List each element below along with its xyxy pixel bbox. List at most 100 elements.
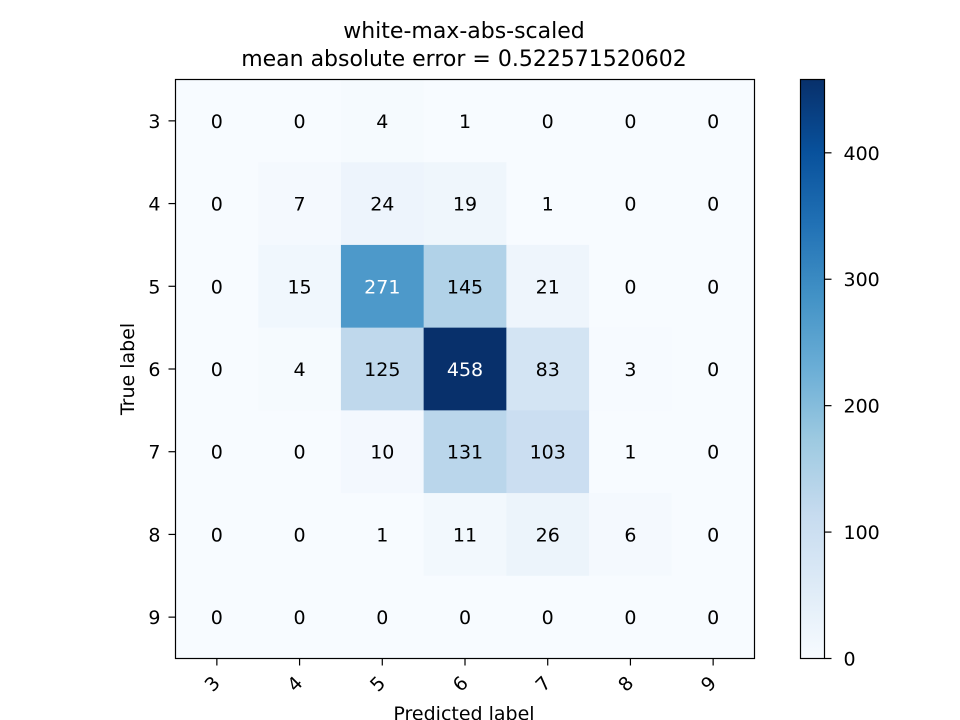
cell-value-label: 1 xyxy=(376,524,388,546)
cell-value-label: 0 xyxy=(211,607,223,629)
y-tick-label: 7 xyxy=(148,442,160,464)
cell-value-label: 0 xyxy=(707,111,719,133)
cell-value-label: 0 xyxy=(376,607,388,629)
heatmap-cell xyxy=(258,162,342,246)
heatmap-cell xyxy=(506,327,590,411)
cell-value-label: 125 xyxy=(364,359,400,381)
cell-value-label: 458 xyxy=(447,359,483,381)
heatmap-cell xyxy=(175,327,259,411)
cell-value-label: 11 xyxy=(453,524,477,546)
heatmap-cell xyxy=(340,79,425,163)
heatmap-cell xyxy=(506,162,590,246)
heatmap-cell xyxy=(589,410,673,494)
cell-value-label: 21 xyxy=(536,276,560,298)
heatmap-cell xyxy=(340,410,425,494)
x-tick-label: 3 xyxy=(201,672,225,696)
heatmap-cell xyxy=(258,575,342,659)
cell-value-label: 0 xyxy=(624,194,636,216)
cell-value-label: 0 xyxy=(707,442,719,464)
y-tick-label: 8 xyxy=(148,524,160,546)
y-tick-label: 3 xyxy=(148,111,160,133)
cell-value-label: 4 xyxy=(294,359,306,381)
cell-value-label: 0 xyxy=(624,111,636,133)
heatmap-cell xyxy=(589,493,673,577)
heatmap-cell xyxy=(423,327,507,411)
heatmap-cell xyxy=(175,244,259,329)
heatmap-cell xyxy=(589,575,673,659)
heatmap-cell xyxy=(175,575,259,659)
cell-value-label: 26 xyxy=(536,524,560,546)
cell-value-label: 24 xyxy=(370,194,394,216)
cell-value-label: 0 xyxy=(211,276,223,298)
heatmap-cell xyxy=(258,244,342,329)
cell-value-label: 103 xyxy=(530,442,566,464)
heatmap-cell xyxy=(506,79,590,163)
cell-value-label: 0 xyxy=(707,194,719,216)
x-tick-label: 5 xyxy=(366,672,390,696)
heatmap-cell xyxy=(423,79,507,163)
heatmap-cell xyxy=(506,493,590,577)
cell-value-label: 0 xyxy=(211,359,223,381)
x-tick-label: 9 xyxy=(697,672,721,696)
heatmap-cell xyxy=(175,162,259,246)
cell-value-label: 0 xyxy=(211,194,223,216)
cell-value-label: 0 xyxy=(707,276,719,298)
heatmap-cell xyxy=(175,493,259,577)
colorbar-tick-label: 200 xyxy=(844,396,880,418)
cell-value-label: 0 xyxy=(459,607,471,629)
x-tick-label: 7 xyxy=(531,672,555,696)
colorbar-ticks: 0 100 200 300 400 xyxy=(824,143,880,671)
cell-value-label: 0 xyxy=(542,607,554,629)
heatmap-cell xyxy=(258,79,342,163)
x-axis-ticks: 3 4 5 6 7 8 9 xyxy=(201,658,721,696)
heatmap-cell xyxy=(589,162,673,246)
heatmap-cell xyxy=(258,327,342,411)
cell-value-label: 15 xyxy=(287,276,311,298)
heatmap-cell xyxy=(423,410,507,494)
y-axis-ticks: 3 4 5 6 7 8 9 xyxy=(148,111,176,629)
heatmap-cell xyxy=(506,410,590,494)
cell-value-label: 1 xyxy=(542,194,554,216)
cell-value-label: 3 xyxy=(624,359,636,381)
cell-value-label: 19 xyxy=(453,194,477,216)
cell-value-label: 0 xyxy=(294,607,306,629)
colorbar-tick-label: 400 xyxy=(844,143,880,165)
x-tick-label: 8 xyxy=(614,672,638,696)
heatmap-cell xyxy=(340,327,425,411)
heatmap-cell xyxy=(671,575,755,659)
cell-value-label: 0 xyxy=(294,111,306,133)
heatmap-cell xyxy=(423,493,507,577)
heatmap-cell xyxy=(589,79,673,163)
cell-value-label: 6 xyxy=(624,524,636,546)
cell-value-label: 83 xyxy=(536,359,560,381)
cell-value-label: 0 xyxy=(294,442,306,464)
heatmap-cell xyxy=(423,575,507,659)
heatmap-cell xyxy=(340,244,425,329)
cell-value-label: 0 xyxy=(707,524,719,546)
colorbar-tick-label: 0 xyxy=(844,649,856,671)
heatmap-cell xyxy=(671,244,755,329)
cell-value-label: 0 xyxy=(211,442,223,464)
cell-value-label: 0 xyxy=(624,607,636,629)
cell-value-label: 0 xyxy=(707,607,719,629)
x-axis-label: Predicted label xyxy=(393,703,534,720)
heatmap-cell xyxy=(589,327,673,411)
heatmap-cell xyxy=(340,162,425,246)
heatmap-cell xyxy=(258,410,342,494)
heatmap-cell xyxy=(589,244,673,329)
heatmap-cell xyxy=(340,493,425,577)
y-tick-label: 5 xyxy=(148,276,160,298)
cell-value-label: 131 xyxy=(447,442,483,464)
y-tick-label: 6 xyxy=(148,359,160,381)
heatmap-cell xyxy=(671,79,755,163)
cell-value-label: 1 xyxy=(624,442,636,464)
heatmap-cell xyxy=(175,410,259,494)
chart-subtitle: mean absolute error = 0.522571520602 xyxy=(241,47,687,72)
heatmap-cell xyxy=(506,244,590,329)
heatmap-cell xyxy=(423,162,507,246)
colorbar xyxy=(799,78,826,660)
cell-value-label: 0 xyxy=(624,276,636,298)
cell-value-label: 271 xyxy=(364,276,400,298)
x-tick-label: 6 xyxy=(449,672,473,696)
